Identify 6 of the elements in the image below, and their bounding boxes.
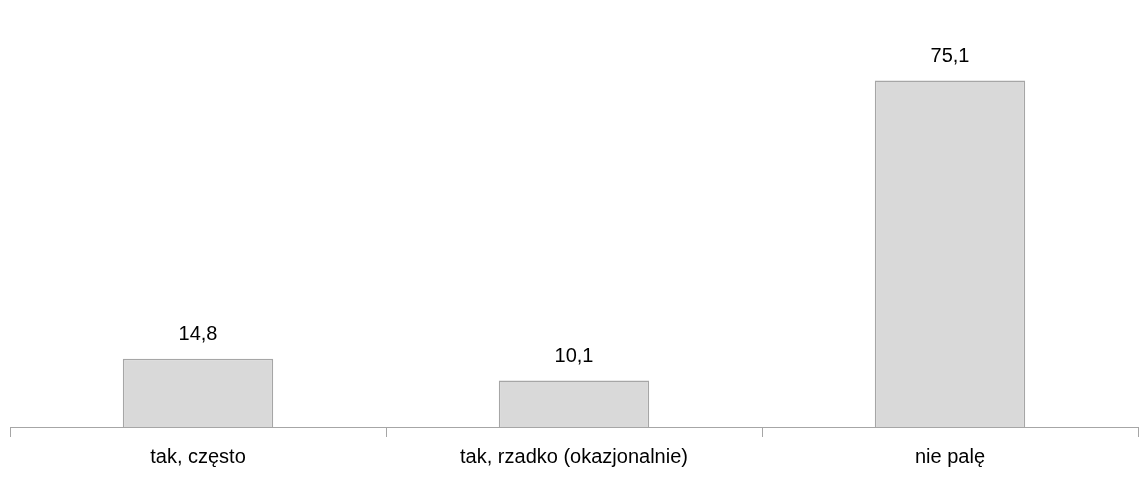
data-label: 75,1 [930, 44, 970, 67]
data-label: 10,1 [554, 343, 594, 366]
data-label: 14,8 [178, 322, 218, 345]
x-tick-label: nie palę [914, 444, 986, 467]
x-tick-label: tak, często [150, 444, 246, 467]
x-tick-label: tak, rzadko (okazjonalnie) [460, 444, 688, 467]
